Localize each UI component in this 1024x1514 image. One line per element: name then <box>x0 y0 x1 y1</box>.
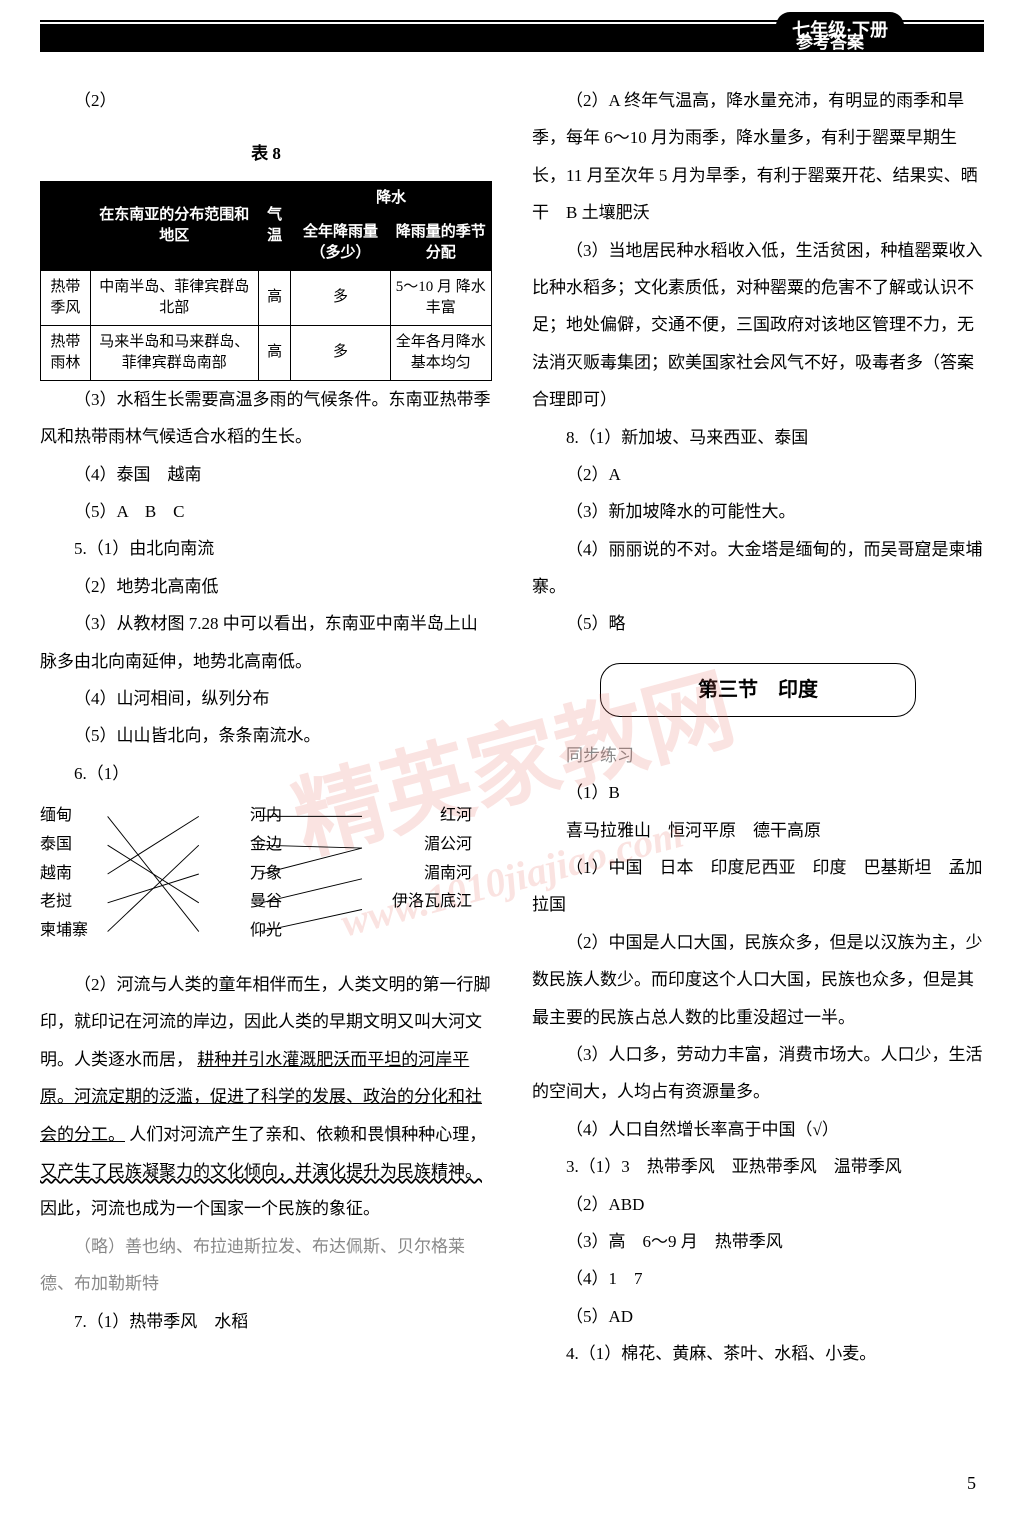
match-mid-4: 仰光 <box>191 917 340 946</box>
td-temp: 高 <box>258 270 291 325</box>
match-mid-2: 万象 <box>191 860 340 889</box>
right-s3-3: （3）高 6～9 月 热带季风 <box>532 1223 984 1260</box>
right-s1-line2: 喜马拉雅山 恒河平原 德干高原 <box>532 812 984 849</box>
section-title-pill: 第三节 印度 <box>600 663 916 717</box>
left-q5-1: 5.（1）由北向南流 <box>40 530 492 567</box>
content-columns: （2） 表 8 在东南亚的分布范围和地区 气温 降水 全年降雨量（多少） 降雨量… <box>40 82 984 1373</box>
right-s3-4: （4）1 7 <box>532 1260 984 1297</box>
left-q6-1: 6.（1） <box>40 755 492 792</box>
match-left-3: 老挝 <box>40 888 189 917</box>
left-p5: （5）A B C <box>40 493 492 530</box>
right-q8-3: （3）新加坡降水的可能性大。 <box>532 493 984 530</box>
left-q5-5: （5）山山皆北向，条条南流水。 <box>40 717 492 754</box>
td-temp: 高 <box>258 325 291 380</box>
page-number: 5 <box>967 1473 976 1494</box>
match-right-4 <box>343 917 492 946</box>
match-mid-1: 金边 <box>191 831 340 860</box>
td-type: 热带季风 <box>41 270 91 325</box>
header-black-bar: 七年级·下册 参考答案 <box>40 24 984 52</box>
th-region: 在东南亚的分布范围和地区 <box>90 181 258 270</box>
right-s4-1: 4.（1）棉花、黄麻、茶叶、水稻、小麦。 <box>532 1335 984 1372</box>
match-left-4: 柬埔寨 <box>40 917 189 946</box>
right-s3-2: （2）ABD <box>532 1186 984 1223</box>
right-q8-1: 8.（1）新加坡、马来西亚、泰国 <box>532 419 984 456</box>
right-q8-2: （2）A <box>532 456 984 493</box>
right-s3-5: （5）AD <box>532 1298 984 1335</box>
match-mid-3: 曼谷 <box>191 888 340 917</box>
th-rain-season: 降雨量的季节分配 <box>390 215 491 270</box>
td-rain: 多 <box>291 270 390 325</box>
left-p4: （4）泰国 越南 <box>40 456 492 493</box>
match-left-0: 缅甸 <box>40 802 189 831</box>
th-rain-amount: 全年降雨量（多少） <box>291 215 390 270</box>
td-region: 马来半岛和马来群岛、菲律宾群岛南部 <box>90 325 258 380</box>
right-s1-1: （1）B <box>532 774 984 811</box>
header-subtitle: 参考答案 <box>796 28 864 53</box>
td-rain: 多 <box>291 325 390 380</box>
match-left-1: 泰国 <box>40 831 189 860</box>
left-q5-2: （2）地势北高南低 <box>40 568 492 605</box>
right-q8-4: （4）丽丽说的不对。大金塔是缅甸的，而吴哥窟是柬埔寨。 <box>532 531 984 606</box>
left-blurred-line: （略）善也纳、布拉迪斯拉发、布达佩斯、贝尔格莱德、布加勒斯特 <box>40 1228 492 1303</box>
match-right-0: 红河 <box>343 802 492 831</box>
left-p3: （3）水稻生长需要高温多雨的气候条件。东南亚热带季风和热带雨林气候适合水稻的生长… <box>40 381 492 456</box>
th-blank <box>41 181 91 270</box>
climate-table: 在东南亚的分布范围和地区 气温 降水 全年降雨量（多少） 降雨量的季节分配 热带… <box>40 181 492 381</box>
th-rain-group: 降水 <box>291 181 492 215</box>
right-q7-3: （3）当地居民种水稻收入低，生活贫困，种植罂粟收入比种水稻多；文化素质低，对种罂… <box>532 232 984 419</box>
table-row: 热带季风 中南半岛、菲律宾群岛北部 高 多 5～10 月 降水丰富 <box>41 270 492 325</box>
page-header: 七年级·下册 参考答案 <box>40 20 984 52</box>
right-column: （2）A 终年气温高，降水量充沛，有明显的雨季和旱季，每年 6～10 月为雨季，… <box>522 82 984 1373</box>
q6-2d-wavy: 又产生了民族凝聚力的文化倾向，并演化提升为民族精神。 <box>40 1162 482 1181</box>
match-right-2: 湄南河 <box>343 860 492 889</box>
right-s2-1: （1）中国 日本 印度尼西亚 印度 巴基斯坦 孟加拉国 <box>532 849 984 924</box>
match-right-1: 湄公河 <box>343 831 492 860</box>
table-caption: 表 8 <box>40 135 492 172</box>
td-region: 中南半岛、菲律宾群岛北部 <box>90 270 258 325</box>
td-type: 热带雨林 <box>41 325 91 380</box>
matching-diagram: 缅甸河内红河 泰国金边湄公河 越南万象湄南河 老挝曼谷伊洛瓦底江 柬埔寨仰光 <box>40 802 492 946</box>
left-q5-4: （4）山河相间，纵列分布 <box>40 680 492 717</box>
match-right-3: 伊洛瓦底江 <box>343 888 492 917</box>
right-s2-3: （3）人口多，劳动力丰富，消费市场大。人口少，生活的空间大，人均占有资源量多。 <box>532 1036 984 1111</box>
th-temp: 气温 <box>258 181 291 270</box>
match-left-2: 越南 <box>40 860 189 889</box>
left-item2: （2） <box>40 82 492 119</box>
table-row: 热带雨林 马来半岛和马来群岛、菲律宾群岛南部 高 多 全年各月降水基本均匀 <box>41 325 492 380</box>
right-s2-4: （4）人口自然增长率高于中国（√） <box>532 1111 984 1148</box>
left-q6-2: （2）河流与人类的童年相伴而生，人类文明的第一行脚印，就印记在河流的岸边，因此人… <box>40 966 492 1228</box>
right-s2-2: （2）中国是人口大国，民族众多，但是以汉族为主，少数民族人数少。而印度这个人口大… <box>532 924 984 1036</box>
left-q5-3: （3）从教材图 7.28 中可以看出，东南亚中南半岛上山脉多由北向南延伸，地势北… <box>40 605 492 680</box>
right-q7-2: （2）A 终年气温高，降水量充沛，有明显的雨季和旱季，每年 6～10 月为雨季，… <box>532 82 984 232</box>
left-q7-1: 7.（1）热带季风 水稻 <box>40 1303 492 1340</box>
left-column: （2） 表 8 在东南亚的分布范围和地区 气温 降水 全年降雨量（多少） 降雨量… <box>40 82 502 1373</box>
td-season: 全年各月降水基本均匀 <box>390 325 491 380</box>
td-season: 5～10 月 降水丰富 <box>390 270 491 325</box>
q6-2e: 因此，河流也成为一个国家一个民族的象征。 <box>40 1199 380 1218</box>
right-q8-5: （5）略 <box>532 605 984 642</box>
right-s3-1: 3.（1）3 热带季风 亚热带季风 温带季风 <box>532 1148 984 1185</box>
right-sync-label: 同步练习 <box>532 737 984 774</box>
q6-2c: 人们对河流产生了亲和、依赖和畏惧种种心理， <box>129 1125 486 1144</box>
match-mid-0: 河内 <box>191 802 340 831</box>
